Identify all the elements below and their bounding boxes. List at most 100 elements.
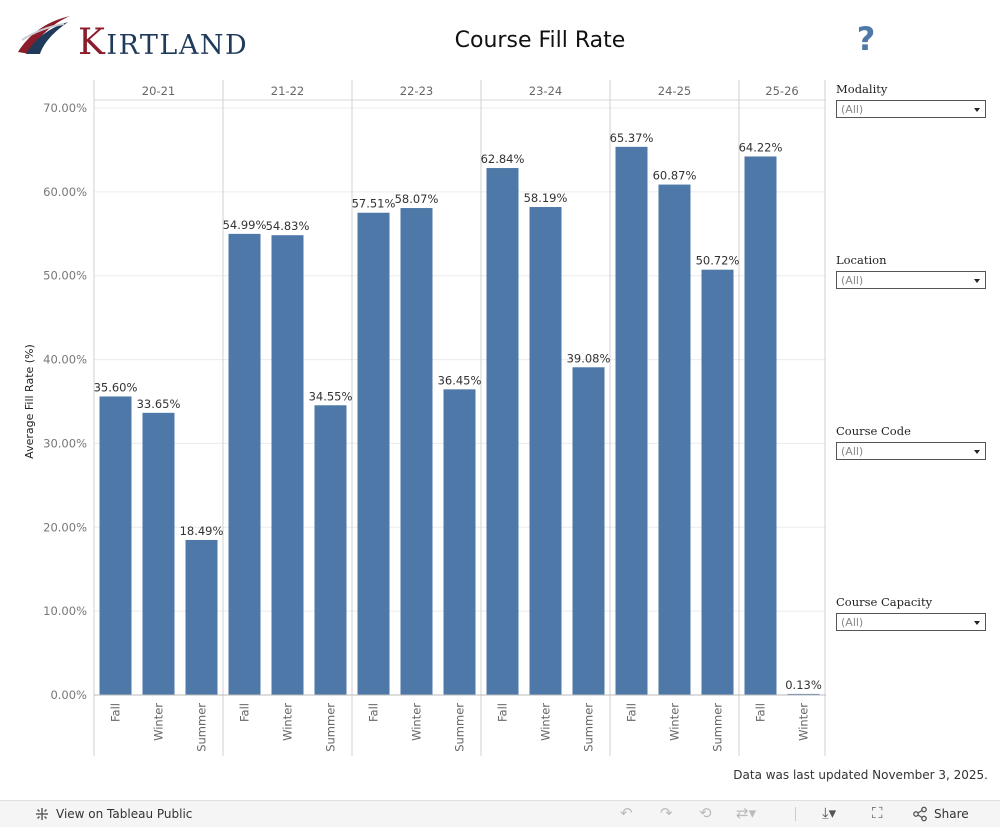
page-title: Course Fill Rate [454, 28, 626, 53]
undo-icon[interactable]: ↶ [620, 804, 633, 822]
y-tick-label: 0.00% [50, 688, 87, 702]
x-tick-label: Fall [754, 703, 768, 722]
x-tick-label: Summer [711, 703, 725, 752]
filter-location: Location (All) [836, 253, 988, 289]
bar [701, 269, 734, 695]
bar-value-label: 65.37% [610, 131, 654, 145]
y-tick-label: 40.00% [43, 353, 87, 367]
filter-value: (All) [841, 103, 864, 116]
bar [572, 367, 605, 695]
bar-value-label: 58.19% [524, 191, 568, 205]
y-tick-label: 60.00% [43, 185, 87, 199]
tableau-toolbar: View on Tableau Public ↶ ↷ ⟲ ⇄▾ ⤓▾ ⛶ Sha… [0, 800, 1000, 827]
bar-value-label: 64.22% [739, 140, 783, 154]
kirtland-logo: KIRTLAND [14, 10, 254, 63]
x-tick-label: Winter [281, 703, 295, 741]
logo-initial: K [78, 22, 107, 63]
y-axis-title: Average Fill Rate (%) [23, 344, 36, 459]
bar-value-label: 50.72% [696, 254, 740, 268]
dropdown-arrow-icon [974, 279, 980, 283]
download-icon[interactable]: ⤓▾ [822, 804, 837, 822]
filter-label: Course Code [836, 424, 911, 438]
filter-course-capacity: Course Capacity (All) [836, 595, 988, 631]
view-on-tableau-link[interactable]: View on Tableau Public [34, 806, 192, 822]
bar-value-label: 0.13% [785, 678, 822, 692]
bar-value-label: 39.08% [567, 351, 611, 365]
bar [142, 412, 175, 695]
group-header-label: 20-21 [142, 84, 175, 98]
toolbar-divider [795, 807, 796, 821]
logo-rest: IRTLAND [106, 30, 249, 61]
redo-icon[interactable]: ↷ [660, 804, 673, 822]
x-tick-label: Winter [410, 703, 424, 741]
bar [658, 184, 691, 695]
bar-value-label: 57.51% [352, 197, 396, 211]
bar-value-label: 60.87% [653, 169, 697, 183]
logo-wordmark: KIRTLAND [78, 22, 248, 63]
bar-value-label: 35.60% [94, 380, 138, 394]
dropdown-arrow-icon [974, 108, 980, 112]
bar-value-label: 34.55% [309, 389, 353, 403]
bar-value-label: 33.65% [137, 397, 181, 411]
bar [443, 389, 476, 695]
bar [271, 235, 304, 695]
bar [615, 146, 648, 695]
bar-value-label: 58.07% [395, 192, 439, 206]
x-tick-label: Winter [668, 703, 682, 741]
fullscreen-icon[interactable]: ⛶ [872, 804, 883, 822]
x-tick-label: Fall [109, 703, 123, 722]
filter-value: (All) [841, 445, 864, 458]
y-tick-label: 70.00% [43, 101, 87, 115]
x-tick-label: Fall [238, 703, 252, 722]
filter-dropdown[interactable]: (All) [836, 442, 986, 460]
filter-dropdown[interactable]: (All) [836, 613, 986, 631]
dropdown-arrow-icon [974, 621, 980, 625]
bar [185, 539, 218, 695]
filter-value: (All) [841, 274, 864, 287]
group-header-label: 23-24 [529, 84, 562, 98]
last-updated-note: Data was last updated November 3, 2025. [733, 768, 988, 782]
help-icon[interactable]: ? [856, 20, 876, 58]
x-tick-label: Winter [152, 703, 166, 741]
bar-value-label: 62.84% [481, 152, 525, 166]
x-tick-label: Summer [582, 703, 596, 752]
x-tick-label: Fall [625, 703, 639, 722]
x-tick-label: Summer [324, 703, 338, 752]
bar-value-label: 54.99% [223, 218, 267, 232]
x-tick-label: Fall [496, 703, 510, 722]
filter-label: Course Capacity [836, 595, 933, 609]
x-tick-label: Winter [797, 703, 811, 741]
bar [314, 405, 347, 695]
share-icon [913, 806, 927, 822]
group-header-label: 22-23 [400, 84, 433, 98]
bar [486, 168, 519, 695]
filter-value: (All) [841, 616, 864, 629]
refresh-icon[interactable]: ⇄▾ [736, 804, 757, 822]
y-tick-label: 10.00% [43, 604, 87, 618]
x-tick-label: Summer [195, 703, 209, 752]
filter-label: Location [836, 253, 887, 267]
x-tick-label: Summer [453, 703, 467, 752]
bar [529, 207, 562, 695]
x-tick-label: Winter [539, 703, 553, 741]
share-button[interactable]: Share [912, 806, 969, 822]
bar-chart: 0.00% 10.00% 20.00% 30.00% 40.00% 50.00% 60.00… [23, 80, 826, 756]
bar [99, 396, 132, 695]
filter-dropdown[interactable]: (All) [836, 271, 986, 289]
y-tick-label: 20.00% [43, 520, 87, 534]
filter-label: Modality [836, 82, 888, 96]
dropdown-arrow-icon [974, 450, 980, 454]
revert-icon[interactable]: ⟲ [699, 804, 712, 822]
bar-value-label: 54.83% [266, 219, 310, 233]
x-tick-label: Fall [367, 703, 381, 722]
group-header-label: 21-22 [271, 84, 304, 98]
y-tick-label: 30.00% [43, 436, 87, 450]
bar [228, 233, 261, 695]
filter-dropdown[interactable]: (All) [836, 100, 986, 118]
bar [787, 693, 820, 695]
group-header-label: 24-25 [658, 84, 691, 98]
filter-course-code: Course Code (All) [836, 424, 988, 460]
bar [744, 156, 777, 695]
group-header-label: 25-26 [765, 84, 798, 98]
bar-value-label: 36.45% [438, 373, 482, 387]
